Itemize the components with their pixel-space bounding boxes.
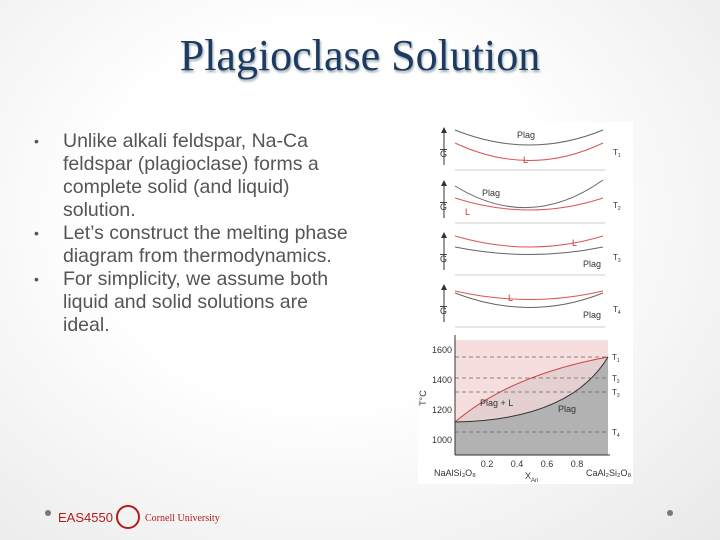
liquid-label: L (465, 207, 470, 217)
y-tick: 1200 (432, 405, 452, 415)
panel-arrow (441, 180, 447, 186)
temperature-base: T (612, 428, 617, 437)
x-tick: 0.6 (541, 459, 554, 469)
x-tick: 0.8 (571, 459, 584, 469)
liquidus (454, 356, 609, 423)
temperature-label: T2 (612, 374, 620, 385)
two-phase-region (455, 357, 608, 422)
g-label: G (440, 149, 447, 159)
liquid-label: L (523, 155, 528, 165)
temperature-label: T4 (612, 428, 620, 439)
y-tick: 1600 (432, 345, 452, 355)
liquid-curve (454, 142, 604, 161)
liquid-curve (454, 290, 604, 300)
solid-curve (454, 246, 604, 255)
temperature-base: T (612, 388, 617, 397)
university-name: Cornell University (145, 513, 220, 524)
left-endmember: NaAlSi₃O₈ (434, 468, 476, 478)
liquid-label: L (572, 238, 577, 248)
temperature-base: T (613, 305, 618, 314)
temperature-sub: 1 (617, 358, 620, 364)
footer-dot (667, 510, 673, 516)
temperature-label: T3 (612, 388, 620, 399)
solid-label: Plag (517, 130, 535, 140)
liquid-label: L (508, 293, 513, 303)
y-tick: 1000 (432, 435, 452, 445)
temperature-sub: 4 (618, 310, 621, 316)
y-axis-label: T°C (418, 390, 428, 406)
temperature-sub: 3 (617, 393, 620, 399)
bullet-list: Unlike alkali feldspar, Na-Ca feldspar (… (30, 130, 350, 337)
temperature-sub: 4 (617, 433, 620, 439)
region-label: Plag + L (480, 398, 513, 408)
solidus (454, 356, 609, 423)
temperature-base: T (613, 148, 618, 157)
panel-arrow (441, 232, 447, 238)
slide-title: Plagioclase Solution (179, 31, 541, 80)
temperature-label: T1 (612, 353, 620, 364)
temperature-label: T1 (613, 148, 621, 159)
temperature-base: T (613, 201, 618, 210)
cornell-seal (116, 505, 140, 529)
g-label: G (440, 202, 447, 212)
temperature-sub: 2 (618, 206, 621, 212)
x-axis-label: XAn (525, 471, 538, 484)
x-tick: 0.4 (511, 459, 524, 469)
liquid-region (455, 340, 608, 422)
bullet: Unlike alkali feldspar, Na-Ca feldspar (… (30, 130, 350, 222)
temperature-base: T (612, 374, 617, 383)
panel-arrow (441, 284, 447, 290)
solid-label: Plag (583, 310, 601, 320)
temperature-sub: 1 (618, 153, 621, 159)
g-label: G (440, 254, 447, 264)
x-label-base: X (525, 471, 531, 481)
isotherms (455, 356, 608, 433)
g-label: G (440, 306, 447, 316)
x-label-sub: An (531, 478, 538, 484)
temperature-label: T4 (613, 305, 621, 316)
bullet: Let’s construct the melting phase diagra… (30, 222, 350, 268)
temperature-label: T2 (613, 201, 621, 212)
solid-curve (454, 292, 604, 308)
y-tick: 1400 (432, 375, 452, 385)
course-code: EAS4550 (58, 510, 113, 525)
liquid-curve (454, 197, 604, 211)
right-endmember: CaAl₂Si₂O₈ (586, 468, 631, 478)
region-label: Plag (558, 404, 576, 414)
solid-label: Plag (583, 259, 601, 269)
footer-dot (45, 510, 51, 516)
solid-curve (454, 179, 604, 209)
temperature-base: T (613, 253, 618, 262)
solid-region (455, 357, 608, 455)
liquid-curve (454, 235, 604, 248)
temperature-sub: 3 (618, 258, 621, 264)
temperature-label: T3 (613, 253, 621, 264)
temperature-base: T (612, 353, 617, 362)
temperature-sub: 2 (617, 379, 620, 385)
bullet: For simplicity, we assume both liquid an… (30, 268, 350, 337)
x-tick: 0.2 (481, 459, 494, 469)
solid-curve (454, 129, 604, 146)
solid-label: Plag (482, 188, 500, 198)
panel-arrow (441, 127, 447, 133)
